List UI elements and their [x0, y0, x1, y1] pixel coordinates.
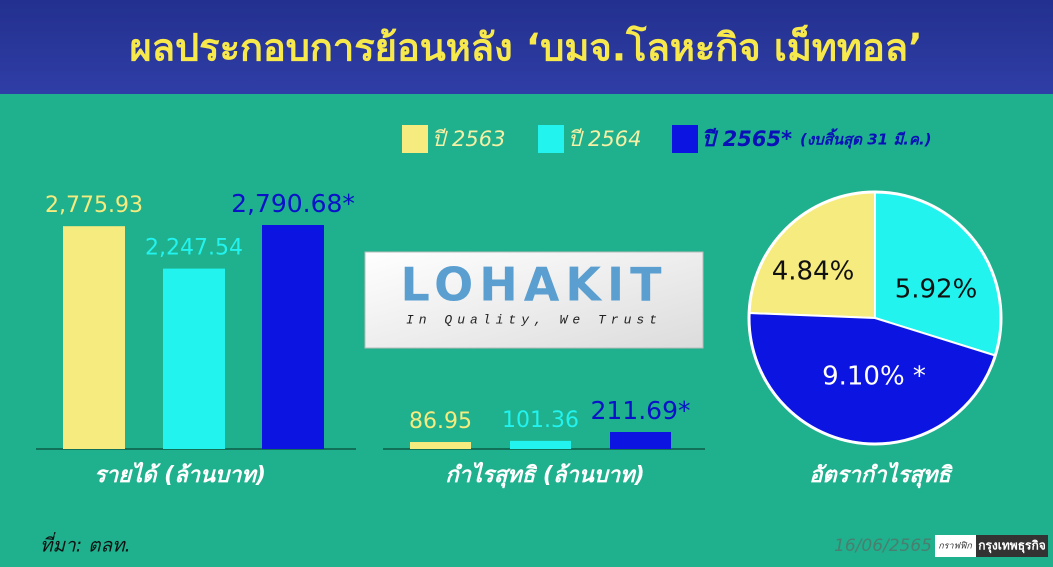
- bar: [510, 440, 571, 449]
- legend-note: (งบสิ้นสุด 31 มี.ค.): [800, 128, 932, 150]
- credit-box: [976, 535, 1048, 557]
- bar: [610, 432, 671, 449]
- title: ผลประกอบการย้อนหลัง ‘บมจ.โลหะกิจ เม็ททอล…: [129, 25, 922, 70]
- value-label: 2,790.68*: [231, 189, 355, 218]
- value-label: 4.84%: [772, 257, 855, 287]
- legend-swatch: [538, 125, 564, 153]
- value-label: 2,775.93: [45, 193, 143, 218]
- source: ที่มา: ตลท.: [40, 532, 131, 557]
- credit-label: กราฟฟิก: [938, 541, 972, 552]
- credit: กรุงเทพธุรกิจ: [978, 539, 1046, 554]
- bar: [410, 442, 471, 449]
- value-label: 101.36: [502, 408, 579, 433]
- value-label: 9.10% *: [822, 362, 926, 392]
- legend-label: ปี 2565*: [702, 127, 792, 151]
- pie-border: [747, 190, 1003, 446]
- logo-box: [364, 251, 704, 349]
- credit-label-box: [935, 535, 976, 557]
- date: 16/06/2565: [834, 536, 932, 556]
- axis-label: อัตรากำไรสุทธิ: [809, 461, 953, 489]
- legend-label: ปี 2563: [432, 127, 505, 151]
- legend-swatch: [672, 125, 698, 153]
- logo-name: LOHAKIT: [400, 258, 667, 312]
- bar: [262, 225, 324, 449]
- axis-label: กำไรสุทธิ (ล้านบาท): [445, 461, 644, 489]
- legend-swatch: [402, 125, 428, 153]
- value-label: 211.69*: [591, 396, 691, 425]
- value-label: 2,247.54: [145, 236, 243, 261]
- value-label: 86.95: [409, 409, 472, 434]
- axis-label: รายได้ (ล้านบาท): [94, 461, 266, 488]
- legend-label: ปี 2564: [568, 127, 641, 151]
- logo-slogan: In Quality, We Trust: [406, 312, 662, 327]
- bar: [63, 226, 125, 449]
- header-band: [0, 0, 1053, 94]
- bar: [163, 268, 225, 449]
- value-label: 5.92%: [895, 275, 978, 305]
